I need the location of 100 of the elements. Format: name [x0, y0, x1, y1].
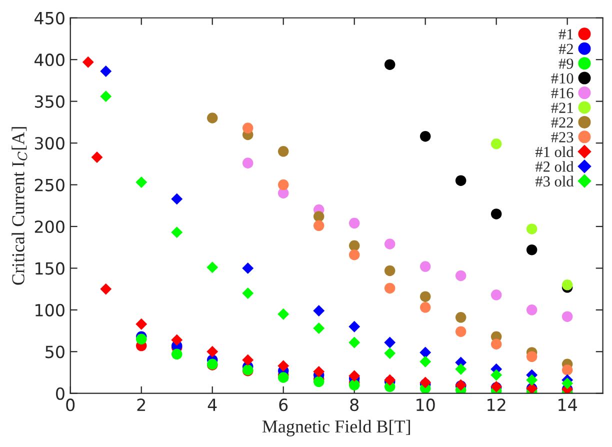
point [313, 305, 325, 316]
x-tick-label: 12 [488, 398, 506, 411]
point [562, 280, 573, 290]
legend-label: #22 [551, 117, 573, 128]
legend-label: #2 old [535, 161, 574, 172]
point [278, 179, 289, 190]
point [242, 354, 254, 366]
x-tick-label: 2 [137, 398, 146, 411]
point [420, 346, 432, 358]
point [206, 346, 218, 358]
point [242, 158, 254, 168]
point [562, 378, 574, 390]
legend-label: #21 [551, 102, 573, 113]
y-tick-label: 350 [34, 95, 64, 108]
x-tick-label: 10 [416, 398, 435, 412]
point [384, 265, 396, 276]
point [348, 320, 360, 332]
point [313, 322, 325, 334]
x-tick-label: 6 [279, 398, 288, 412]
point [278, 146, 289, 157]
point [384, 348, 396, 360]
point [384, 282, 396, 294]
x-tick-label: 4 [208, 398, 217, 411]
point [136, 334, 147, 345]
point [562, 311, 573, 322]
point [384, 59, 396, 70]
point [171, 193, 183, 205]
point [100, 283, 112, 295]
point [171, 348, 182, 360]
point [526, 244, 538, 256]
point [420, 302, 431, 313]
point [100, 66, 112, 78]
y-tick-label: 400 [34, 54, 64, 66]
point [206, 112, 218, 124]
point [242, 122, 254, 134]
point [348, 240, 360, 252]
point [313, 366, 325, 378]
y-tick-label: 250 [34, 178, 64, 192]
y-tick-label: 100 [36, 304, 64, 316]
point [420, 356, 432, 368]
point [490, 208, 502, 220]
point [455, 363, 467, 375]
point [100, 90, 112, 102]
legend-label: #2 [558, 44, 573, 54]
x-axis-title: Magnetic Field B[T] [262, 420, 410, 436]
point [278, 308, 290, 320]
point [278, 360, 290, 372]
point [348, 249, 360, 260]
point [171, 226, 183, 238]
y-tick-label: 200 [34, 220, 64, 234]
point [420, 130, 431, 142]
point [490, 338, 502, 350]
point [136, 318, 148, 330]
point [526, 224, 538, 234]
point [313, 211, 324, 222]
y-tick-label: 150 [36, 262, 64, 275]
y-axis-title: Critical Current I$_{C}$[A] [12, 127, 28, 285]
point [348, 336, 360, 348]
y-tick-label: 300 [34, 137, 64, 150]
point [562, 364, 573, 376]
point [136, 176, 148, 188]
point [242, 288, 254, 299]
y-tick-label: 450 [34, 12, 64, 24]
legend-label: #9 [558, 58, 574, 69]
point [384, 238, 396, 250]
x-tick-label: 14 [558, 398, 577, 411]
point [420, 291, 431, 302]
point [313, 376, 324, 388]
point [82, 56, 94, 68]
point [348, 218, 360, 229]
x-tick-label: 0 [66, 398, 75, 412]
x-tick-label: 8 [350, 398, 359, 412]
legend-label: #1 old [535, 146, 574, 158]
point [455, 326, 466, 337]
point [384, 336, 396, 348]
point [455, 270, 466, 282]
point [348, 370, 360, 382]
legend-label: #23 [551, 132, 574, 142]
point [348, 380, 360, 390]
point [526, 304, 538, 316]
point [490, 290, 502, 300]
point [278, 372, 289, 383]
point [490, 369, 502, 381]
point [313, 220, 324, 232]
point [455, 175, 466, 186]
y-tick-label: 0 [56, 387, 64, 400]
point [490, 138, 502, 150]
point [526, 374, 538, 386]
legend-label: #10 [551, 73, 574, 84]
point [420, 261, 431, 272]
point [206, 262, 218, 274]
point [455, 312, 466, 323]
point [242, 262, 254, 274]
y-tick-label: 50 [46, 346, 64, 358]
legend-label: #16 [551, 88, 574, 98]
legend-label: #3 old [535, 176, 574, 187]
legend-label: #1 [558, 29, 573, 40]
point [91, 152, 103, 163]
point [171, 334, 183, 346]
point [526, 351, 538, 362]
